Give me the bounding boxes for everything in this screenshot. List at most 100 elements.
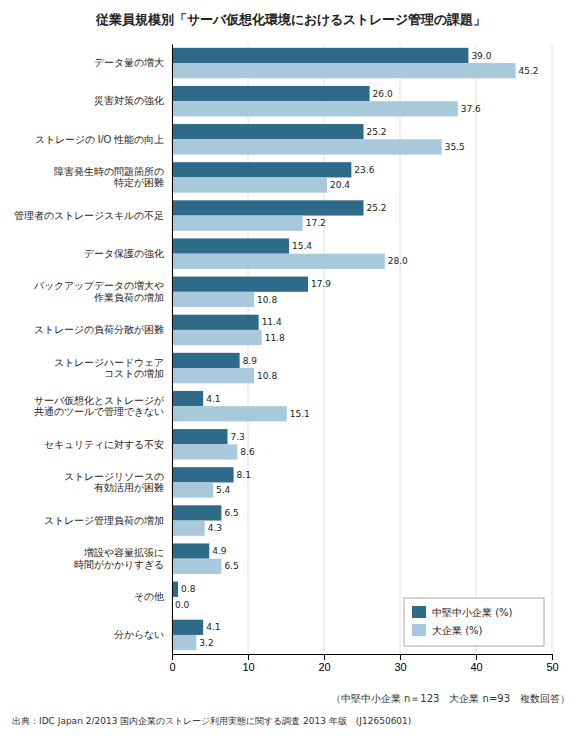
x-tick-label: 10	[242, 661, 254, 673]
data-label: 8.9	[243, 356, 258, 366]
data-labels: 39.026.025.223.625.215.417.911.48.94.17.…	[175, 51, 539, 648]
x-axis: 0 10 20 30 40 50	[169, 654, 558, 673]
y-tick-label: セキュリティに対する不安	[44, 439, 164, 450]
y-tick: 障害発生時の問題箇所の特定が困難	[54, 166, 172, 189]
y-tick: バックアップデータの増大や作業負荷の増加	[33, 280, 172, 303]
footnote: 出典：IDC Japan 2/2013 国内企業のストレージ利用実態に関する調査…	[12, 716, 411, 726]
y-tick-label-line: ストレージ管理負荷の増加	[44, 515, 164, 526]
bar	[172, 543, 209, 558]
x-tick-mark	[476, 654, 477, 660]
x-tick: 10	[242, 654, 254, 673]
bar	[172, 177, 327, 192]
y-tick: 管理者のストレージスキルの不足	[14, 210, 172, 221]
y-tick-label: ストレージハードウェアコストの増加	[54, 357, 164, 380]
data-label: 4.1	[206, 622, 220, 632]
x-tick-mark	[552, 654, 553, 660]
y-tick-label-line: ストレージの I/O 性能の向上	[35, 134, 164, 145]
legend-label: 中堅中小企業 (%)	[432, 607, 513, 618]
x-tick-mark	[400, 654, 401, 660]
data-label: 20.4	[330, 180, 350, 190]
y-tick-label: 災害対策の強化	[94, 95, 164, 106]
y-tick: ストレージハードウェアコストの増加	[54, 357, 172, 380]
y-tick: セキュリティに対する不安	[44, 439, 172, 450]
data-label: 4.9	[212, 546, 227, 556]
data-label: 10.8	[257, 295, 277, 305]
bar	[172, 101, 458, 116]
x-tick: 50	[546, 654, 558, 673]
grid-line	[476, 44, 477, 654]
footnote: （中堅中小企業 n＝123 大企業 n=93 複数回答）	[331, 693, 570, 704]
y-tick-label-line: 有効活用が困難	[94, 482, 164, 493]
data-label: 3.2	[199, 638, 213, 648]
legend-box	[404, 598, 544, 646]
bar	[172, 559, 221, 574]
bar	[172, 521, 205, 536]
y-tick: ストレージ管理負荷の増加	[44, 515, 172, 526]
grid-line	[172, 44, 173, 654]
data-label: 5.4	[216, 485, 231, 495]
data-label: 7.3	[230, 432, 244, 442]
bar	[172, 406, 287, 421]
grid	[172, 44, 552, 654]
data-label: 23.6	[354, 165, 374, 175]
y-tick: ストレージの負荷分散が困難	[34, 324, 172, 335]
y-tick: データ保護の強化	[84, 248, 172, 259]
bar	[172, 86, 370, 101]
x-tick-label: 0	[169, 661, 175, 673]
y-tick-label: ストレージ管理負荷の増加	[44, 515, 164, 526]
x-tick-label: 50	[546, 661, 558, 673]
legend-label: 大企業 (%)	[432, 625, 483, 636]
bars	[172, 48, 516, 650]
y-tick-label: その他	[134, 591, 164, 602]
data-label: 35.5	[445, 142, 465, 152]
data-label: 45.2	[519, 66, 539, 76]
x-tick-mark	[324, 654, 325, 660]
data-label: 10.8	[257, 371, 277, 381]
y-tick-label-line: 管理者のストレージスキルの不足	[14, 210, 164, 221]
title: 従業員規模別「サーバ仮想化環境におけるストレージ管理の課題」	[95, 12, 486, 27]
data-label: 39.0	[471, 51, 491, 61]
y-tick-label: 増設や容量拡張に時間がかかりすぎる	[74, 547, 164, 570]
bar	[172, 238, 289, 253]
y-tick-label-line: その他	[134, 591, 164, 602]
y-tick-label: 分からない	[114, 629, 164, 640]
y-tick-label: ストレージの I/O 性能の向上	[35, 134, 164, 145]
x-tick: 20	[318, 654, 330, 673]
bar	[172, 391, 203, 406]
bar	[172, 162, 351, 177]
grid-line	[400, 44, 401, 654]
x-tick-mark	[248, 654, 249, 660]
bar	[172, 292, 254, 307]
bar	[172, 635, 196, 650]
y-tick-label: 管理者のストレージスキルの不足	[14, 210, 164, 221]
legend-item: 大企業 (%)	[412, 624, 483, 636]
y-tick-label-line: 障害発生時の問題箇所の	[54, 166, 164, 177]
bar	[172, 505, 221, 520]
y-tick-label-line: 災害対策の強化	[94, 95, 164, 106]
data-label: 37.6	[461, 104, 481, 114]
x-tick-mark	[172, 654, 173, 660]
y-tick-label-line: ストレージハードウェア	[54, 357, 164, 368]
bar	[172, 482, 213, 497]
y-tick-label: 障害発生時の問題箇所の特定が困難	[54, 166, 164, 189]
y-tick-label-line: 分からない	[114, 629, 164, 640]
y-tick-label: データ保護の強化	[84, 248, 164, 259]
data-label: 8.1	[237, 470, 251, 480]
bar	[172, 254, 385, 269]
x-tick-label: 30	[394, 661, 406, 673]
data-label: 8.6	[240, 447, 255, 457]
bar	[172, 368, 254, 383]
data-label: 26.0	[373, 89, 393, 99]
data-label: 11.4	[262, 317, 282, 327]
bar	[172, 124, 364, 139]
data-label: 6.5	[224, 561, 238, 571]
legend-item: 中堅中小企業 (%)	[412, 606, 513, 618]
bar	[172, 429, 227, 444]
bar	[172, 353, 240, 368]
x-tick-label: 20	[318, 661, 330, 673]
data-label: 4.3	[208, 523, 222, 533]
bar	[172, 200, 364, 215]
x-tick: 40	[470, 654, 482, 673]
y-tick-label-line: ストレージリソースの	[64, 471, 164, 482]
data-label: 0.0	[175, 600, 190, 610]
